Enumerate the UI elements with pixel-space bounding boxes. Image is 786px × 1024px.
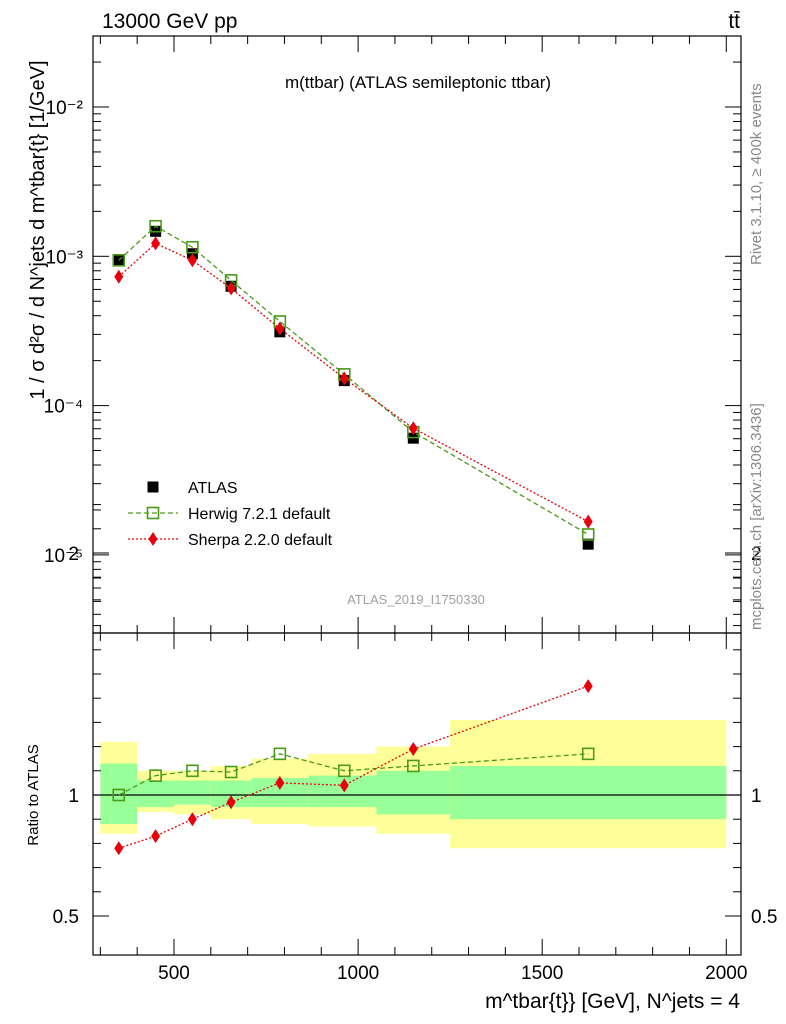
legend-label: ATLAS xyxy=(188,480,238,497)
header-left: 13000 GeV pp xyxy=(102,10,237,33)
series-atlas xyxy=(113,225,594,550)
data-point xyxy=(224,765,238,779)
data-point xyxy=(339,778,349,793)
data-point xyxy=(186,240,199,254)
series-herwig xyxy=(112,219,595,541)
data-point xyxy=(149,769,162,782)
data-point xyxy=(337,764,351,778)
inner-band-bin xyxy=(137,780,174,808)
ratio-series-sherpa xyxy=(114,679,593,856)
data-point xyxy=(583,514,593,529)
data-point xyxy=(186,764,199,778)
y-tick-label-ratio-right: 0.5 xyxy=(751,907,777,928)
data-point xyxy=(114,269,124,284)
inner-band-bin xyxy=(450,765,727,820)
legend-label: Herwig 7.2.1 default xyxy=(188,506,331,523)
y-tick-label-ratio-right: 2 xyxy=(751,544,762,565)
data-point xyxy=(339,371,349,386)
watermark: ATLAS_2019_I1750330 xyxy=(347,592,485,607)
data-point xyxy=(408,421,418,436)
legend: ATLAS Herwig 7.2.1 default Sherpa 2.2.0 de… xyxy=(128,480,333,549)
data-point xyxy=(583,679,593,694)
y-tick-label-ratio: 2 xyxy=(68,544,79,565)
legend-label: Sherpa 2.2.0 default xyxy=(188,532,333,549)
data-point xyxy=(147,481,159,493)
data-point xyxy=(581,528,595,541)
series-line xyxy=(118,685,589,849)
y-tick-label-ratio: 1 xyxy=(68,786,79,807)
y-tick-label-ratio-right: 1 xyxy=(751,786,762,807)
data-point xyxy=(581,747,595,761)
data-point xyxy=(582,538,594,550)
data-point xyxy=(407,759,420,773)
y-tick-label-main: 10⁻² xyxy=(46,98,84,119)
inner-band-bin xyxy=(376,770,451,815)
x-tick-label: 1500 xyxy=(521,963,563,984)
y-tick-label-main: 10⁻⁵ xyxy=(44,546,83,567)
inner-band-bin xyxy=(100,763,138,825)
y-axis-label-main: 1 / σ d²σ / d N^jets d m^tbar{t} [1/GeV] xyxy=(27,60,49,399)
data-point xyxy=(408,742,418,757)
data-point xyxy=(148,532,158,546)
ratio-plot-frame xyxy=(92,632,742,956)
series-line xyxy=(118,242,589,523)
data-point xyxy=(226,795,236,810)
y-tick-label-main: 10⁻³ xyxy=(46,247,84,268)
y-axis-label-ratio: Ratio to ATLAS xyxy=(25,744,42,845)
data-point xyxy=(187,253,197,268)
legend-entry: Herwig 7.2.1 default xyxy=(128,506,331,523)
data-point xyxy=(275,775,285,790)
data-point xyxy=(151,829,161,844)
chart-title: m(ttbar) (ATLAS semileptonic ttbar) xyxy=(285,73,551,92)
y-tick-label-ratio: 0.5 xyxy=(53,907,79,928)
data-point xyxy=(149,219,162,233)
series-sherpa xyxy=(114,236,593,529)
inner-band-bin xyxy=(174,780,211,805)
side-label-bottom: mcplots.cern.ch [arXiv:1306.3436] xyxy=(748,403,765,630)
data-point xyxy=(275,321,285,336)
data-point xyxy=(114,841,124,856)
legend-entry: Sherpa 2.2.0 default xyxy=(128,532,333,549)
ratio-series-herwig xyxy=(112,747,595,802)
y-tick-label-main: 10⁻⁴ xyxy=(44,397,83,418)
x-tick-label: 500 xyxy=(158,963,190,984)
x-tick-label: 1000 xyxy=(337,963,379,984)
data-point xyxy=(273,747,287,761)
x-axis-label: m^tbar{t}} [GeV], N^jets = 4 xyxy=(485,990,740,1013)
data-point xyxy=(151,236,161,251)
side-label-top: Rivet 3.1.10, ≥ 400k events xyxy=(748,83,765,265)
header-right: tt̄ xyxy=(728,10,740,33)
data-point xyxy=(146,506,160,520)
data-point xyxy=(187,812,197,827)
data-point xyxy=(226,281,236,296)
inner-band-bin xyxy=(308,775,377,808)
data-point xyxy=(112,788,126,802)
x-tick-label: 2000 xyxy=(705,963,747,984)
ratio-uncertainty-bands xyxy=(100,719,727,849)
legend-entry: ATLAS xyxy=(147,480,238,497)
data-point xyxy=(112,254,126,267)
